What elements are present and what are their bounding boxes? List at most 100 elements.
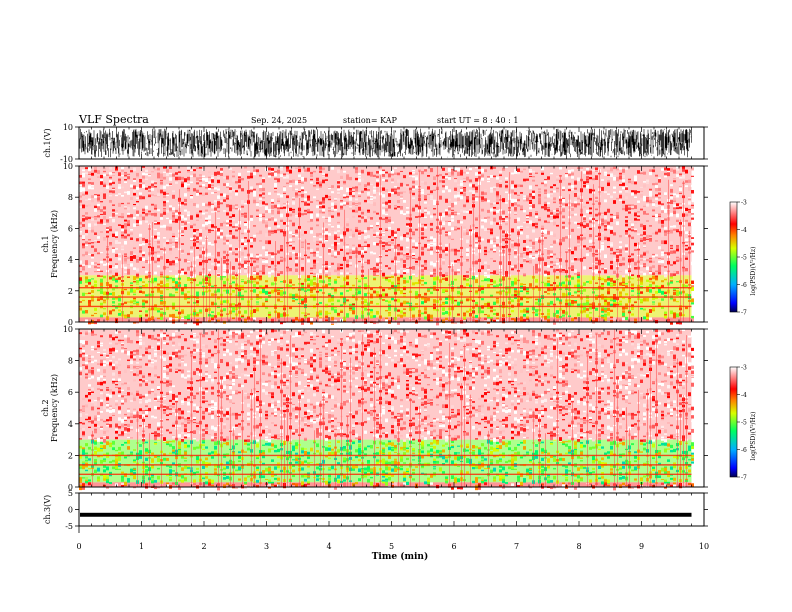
spectrogram-cell xyxy=(235,248,238,251)
spectrogram-cell xyxy=(412,192,415,196)
spectrogram-cell xyxy=(196,204,199,208)
spectrogram-cell xyxy=(262,197,265,199)
spectrogram-cell xyxy=(232,307,235,310)
spectrogram-cell xyxy=(442,221,445,226)
spectrogram-cell xyxy=(340,175,343,180)
spectrogram-cell xyxy=(163,201,166,204)
spectrogram-cell xyxy=(517,204,520,207)
spectrogram-cell xyxy=(490,228,493,232)
spectrogram-cell xyxy=(265,300,268,303)
spectrogram-cell xyxy=(589,239,592,243)
spectrogram-cell xyxy=(319,256,322,259)
spectrogram-cell xyxy=(412,247,415,251)
spectrogram-cell xyxy=(118,178,121,183)
spectrogram-cell xyxy=(265,224,268,228)
spectrogram-cell xyxy=(151,171,154,173)
spectrogram-cell xyxy=(190,250,193,252)
spectrogram-cell xyxy=(127,268,130,273)
spectrogram-cell xyxy=(280,213,283,218)
spectrogram-cell xyxy=(130,288,133,293)
spectrogram-cell xyxy=(604,254,607,259)
spectrogram-cell xyxy=(535,250,538,253)
spectrogram-cell xyxy=(451,227,454,231)
spectrogram-cell xyxy=(388,205,391,209)
spectrogram-cell xyxy=(622,187,625,190)
spectrogram-cell xyxy=(511,268,514,271)
spectrogram-cell xyxy=(565,249,568,252)
spectrogram-cell xyxy=(532,195,535,199)
spectrogram-cell xyxy=(544,203,547,207)
spectrogram-cell xyxy=(364,277,367,279)
spectrogram-cell xyxy=(79,183,82,186)
spectrogram-cell xyxy=(376,291,379,293)
spectrogram-cell xyxy=(262,286,265,291)
spectrogram-cell xyxy=(358,219,361,223)
spectrogram-cell xyxy=(445,211,448,216)
spectrogram-cell xyxy=(400,195,403,198)
spectrogram-cell xyxy=(85,191,88,195)
spectrogram-cell xyxy=(388,224,391,228)
spectrogram-cell xyxy=(160,213,163,217)
spectrogram-cell xyxy=(583,184,586,188)
spectrogram-cell xyxy=(301,182,304,184)
spectrogram-cell xyxy=(583,288,586,292)
spectrogram-cell xyxy=(622,297,625,300)
spectrogram-cell xyxy=(562,314,565,317)
spectrogram-cell xyxy=(328,187,331,190)
spectrogram-cell xyxy=(562,208,565,213)
spectrogram-cell xyxy=(520,302,523,306)
spectrogram-cell xyxy=(589,303,592,305)
spectrogram-cell xyxy=(547,256,550,259)
spectrogram-cell xyxy=(244,223,247,226)
spectrogram-cell xyxy=(307,203,310,206)
spectrogram-cell xyxy=(256,169,259,173)
spectrogram-cell xyxy=(490,284,493,286)
spectrogram-cell xyxy=(463,278,466,281)
spectrogram-cell xyxy=(157,308,160,313)
spectrogram-cell xyxy=(334,231,337,235)
spectrogram-cell xyxy=(97,297,100,302)
spectrogram-cell xyxy=(100,222,103,224)
spectrogram-cell xyxy=(367,227,370,230)
spectrogram-cell xyxy=(613,270,616,274)
spectrogram-cell xyxy=(571,300,574,304)
spectrogram-cell xyxy=(466,190,469,193)
spectrogram-cell xyxy=(571,260,574,263)
spectrogram-cell xyxy=(235,190,238,193)
spectrogram-cell xyxy=(574,198,577,202)
spectrogram-cell xyxy=(577,243,580,246)
spectrogram-cell xyxy=(211,204,214,209)
spectrogram-cell xyxy=(466,253,469,257)
spectrogram-cell xyxy=(373,174,376,177)
spectrogram-cell xyxy=(157,250,160,253)
spectrogram-cell xyxy=(577,258,580,261)
spectrogram-cell xyxy=(607,170,610,172)
spectrogram-cell xyxy=(166,194,169,197)
spectrogram-cell xyxy=(331,254,334,257)
spectrogram-cell xyxy=(610,268,613,270)
spectrogram-cell xyxy=(238,184,241,189)
spectrogram-cell xyxy=(208,171,211,173)
spectrogram-cell xyxy=(427,288,430,291)
spectrogram-cell xyxy=(622,310,625,314)
spectrogram-cell xyxy=(319,233,322,236)
spectrogram-cell xyxy=(274,172,277,177)
spectrogram-cell xyxy=(316,218,319,222)
spectrogram-cell xyxy=(433,262,436,267)
spectrogram-cell xyxy=(256,232,259,235)
spectrogram-cell xyxy=(220,193,223,196)
spectrogram-cell xyxy=(325,265,328,270)
spectrogram-cell xyxy=(253,266,256,270)
spectrogram-cell xyxy=(310,178,313,181)
spectrogram-cell xyxy=(262,268,265,272)
spectrogram-cell xyxy=(445,233,448,237)
spectrogram-cell xyxy=(403,251,406,255)
spectrogram-cell xyxy=(454,187,457,191)
spectrogram-cell xyxy=(334,292,337,294)
spectrogram-cell xyxy=(172,277,175,282)
spectrogram-cell xyxy=(550,250,553,255)
spectrogram-cell xyxy=(277,225,280,228)
spectrogram-cell xyxy=(475,227,478,229)
spectrogram-cell xyxy=(217,236,220,239)
spectrogram-cell xyxy=(292,235,295,238)
